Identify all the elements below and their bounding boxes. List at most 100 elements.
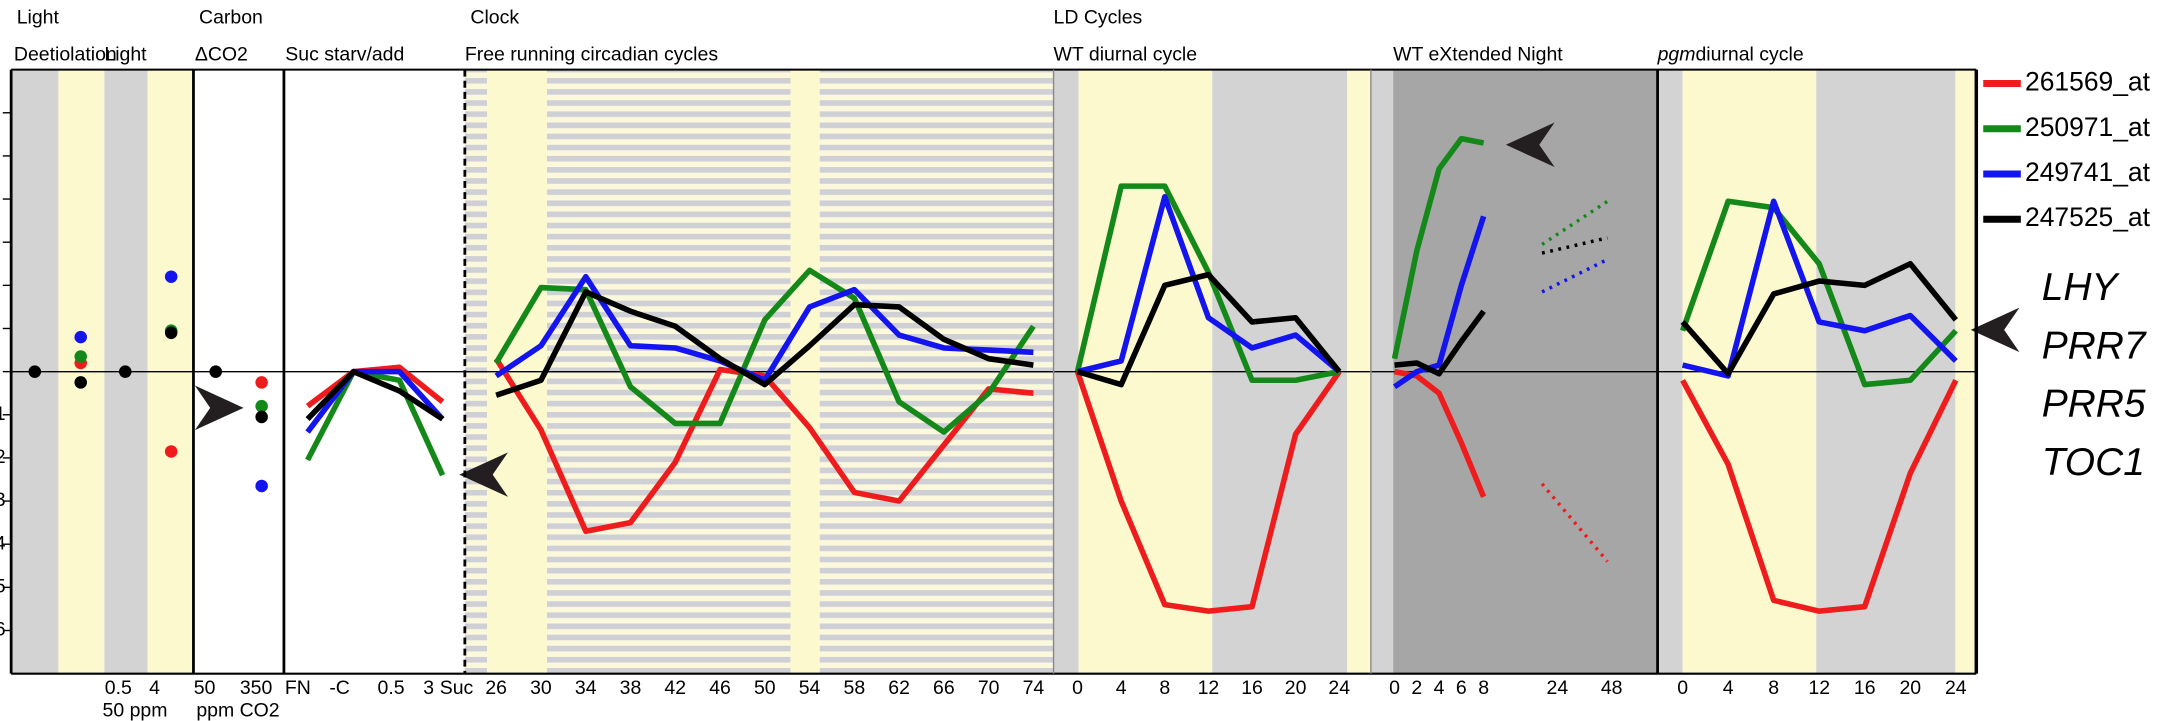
gene-label: TOC1 [2042, 441, 2145, 484]
panel-title: Deetiolation [14, 44, 117, 66]
panel-title-italic: pgm [1657, 44, 1696, 66]
x-tick-label: 50 [194, 677, 216, 699]
x-tick-label: FN [285, 677, 311, 699]
y-tick-label: 5 [0, 575, 6, 597]
x-tick-label: 6 [1456, 677, 1467, 699]
data-point [118, 365, 132, 378]
arrowhead [1505, 122, 1555, 168]
x-tick-label: 62 [888, 677, 910, 699]
plot [28, 135, 1959, 614]
x-tick-label: 24 [1945, 677, 1967, 699]
series-line [305, 368, 445, 422]
x-tick-label: 54 [799, 677, 821, 699]
series-line [1540, 482, 1609, 563]
x-tick-label: 8 [1768, 677, 1779, 699]
panel-title-text: Light [104, 44, 147, 66]
x-tick-label: 66 [933, 677, 955, 699]
x-tick-label: 30 [530, 677, 552, 699]
gene-label: PRR7 [2042, 324, 2147, 367]
x-tick-label: 4 [1723, 677, 1734, 699]
y-tick-label: 1 [0, 403, 6, 425]
panel-title-text: diurnal cycle [1695, 44, 1803, 66]
series-line [1391, 135, 1485, 360]
arrowhead [459, 452, 508, 497]
x-tick-label: -C [329, 677, 350, 699]
series-line [305, 368, 446, 477]
data-point [74, 350, 87, 363]
x-tick-label: 0 [1072, 677, 1083, 699]
data-point [255, 479, 268, 493]
x-tick-label: 74 [1023, 677, 1045, 699]
data-point [255, 376, 268, 389]
x-tick-label: 4 [149, 677, 160, 699]
x-tick-label: 0 [1389, 677, 1400, 699]
series-line [1394, 309, 1486, 377]
y-tick-label: 3 [0, 489, 6, 511]
panel-title: Suc starv/add [285, 44, 404, 66]
x-tick-label: 34 [575, 677, 597, 699]
panel-title: Light [104, 44, 147, 66]
legend-label: 250971_at [2025, 112, 2151, 142]
x-tick-label: 16 [1854, 677, 1876, 699]
data-point [74, 376, 87, 389]
x-axis-label: 50 ppm [103, 699, 168, 721]
gene-label: PRR5 [2042, 383, 2146, 426]
x-tick-label: 58 [844, 677, 866, 699]
panel-title: pgmdiurnal cycle [1657, 44, 1804, 66]
x-tick-label: 8 [1159, 677, 1170, 699]
panel-title: WT diurnal cycle [1054, 44, 1198, 66]
legend-label: 249741_at [2025, 157, 2151, 187]
panel-title: ΔCO2 [195, 44, 248, 66]
panel-title-text: ΔCO2 [195, 44, 248, 66]
group-title: Carbon [199, 6, 263, 28]
panel-title-text: WT diurnal cycle [1054, 44, 1198, 66]
x-tick-label: 20 [1899, 677, 1921, 699]
x-tick-label: 3 [423, 677, 434, 699]
x-tick-label: 0.5 [378, 677, 405, 699]
x-tick-label: 20 [1285, 677, 1307, 699]
panel-title-text: Suc starv/add [285, 44, 404, 66]
x-tick-label: 2 [1411, 677, 1422, 699]
series-line [1392, 215, 1487, 390]
group-title: Clock [470, 6, 519, 28]
x-tick-label: 46 [709, 677, 731, 699]
series-line [1076, 194, 1342, 375]
x-tick-label: 0 [1677, 677, 1688, 699]
arrowhead [1970, 307, 2020, 353]
series-line [1074, 370, 1342, 614]
data-point [28, 365, 42, 378]
series-line [1680, 378, 1959, 614]
data-point [209, 365, 222, 378]
x-tick-label: 24 [1547, 677, 1569, 699]
series-line [305, 368, 445, 434]
gene-label: LHY [2042, 266, 2121, 309]
series-line [1680, 260, 1958, 377]
y-tick-label: 6 [0, 619, 6, 641]
series-line [1541, 236, 1608, 255]
data-point [74, 330, 87, 344]
arrowhead [194, 385, 244, 431]
x-tick-label: 4 [1434, 677, 1445, 699]
y-tick-label: 2 [0, 446, 6, 468]
x-tick-label: 12 [1808, 677, 1830, 699]
x-tick-label: 70 [978, 677, 1000, 699]
x-tick-label: 38 [620, 677, 642, 699]
x-tick-label: 12 [1198, 677, 1220, 699]
x-tick-label: Suc [440, 677, 474, 699]
x-tick-label: 50 [754, 677, 776, 699]
y-tick-label: 4 [0, 532, 6, 554]
x-tick-label: 0.5 [105, 677, 132, 699]
x-tick-label: 42 [664, 677, 686, 699]
panel-title: WT eXtended Night [1393, 44, 1563, 66]
legend-label: 247525_at [2025, 202, 2151, 232]
x-tick-label: 24 [1328, 677, 1350, 699]
series-line [494, 273, 1034, 384]
backgrounds [11, 69, 1977, 674]
x-tick-label: 16 [1241, 677, 1263, 699]
panel-title-text: Free running circadian cycles [465, 44, 718, 66]
x-axis-label: ppm CO2 [196, 699, 279, 721]
data-point [164, 270, 178, 283]
group-title: LD Cycles [1054, 6, 1143, 28]
